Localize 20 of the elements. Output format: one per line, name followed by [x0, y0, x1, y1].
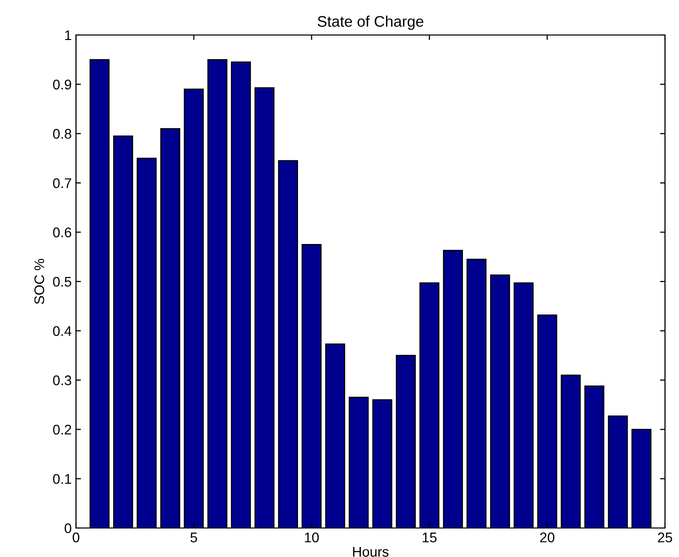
y-tick-label: 0.7: [53, 178, 72, 188]
x-tick-label: 0: [72, 532, 80, 542]
y-tick-label: 0.6: [53, 228, 72, 238]
x-tick-label: 20: [540, 532, 554, 542]
x-tick-label: 10: [304, 532, 319, 542]
x-tick-label: 25: [658, 532, 672, 542]
y-tick-label: 0.9: [53, 80, 72, 90]
y-tick-label: 0.2: [53, 424, 72, 435]
x-tick-label: 5: [190, 532, 198, 542]
y-tick-label: 0.3: [53, 375, 72, 386]
y-tick-label: 0.5: [53, 276, 72, 287]
x-axis-title: Hours: [353, 547, 389, 557]
chart-title: State of Charge: [318, 16, 424, 30]
y-tick-label: 1: [65, 30, 72, 40]
y-axis-title: SOC %: [34, 258, 44, 304]
y-tick-label: 0: [64, 523, 72, 534]
x-tick-label: 15: [422, 532, 437, 542]
y-tick-label: 0.1: [53, 474, 72, 484]
y-tick-label: 0.8: [53, 128, 72, 139]
y-tick-label: 0.4: [53, 326, 72, 336]
